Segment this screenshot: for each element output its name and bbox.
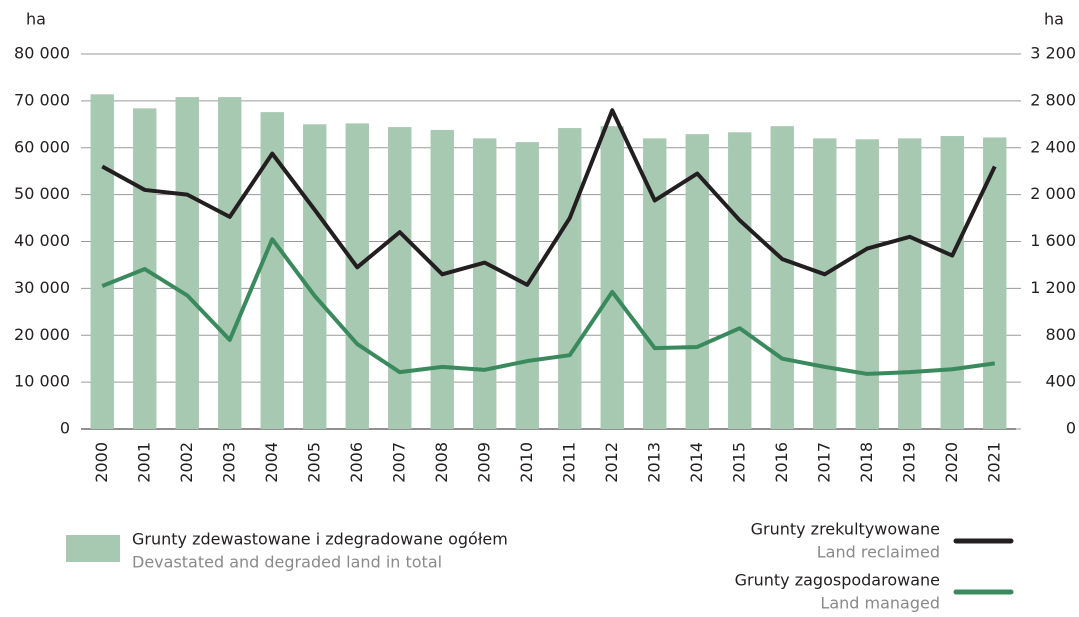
- legend-label: Grunty zagospodarowane: [735, 571, 940, 590]
- x-tick-label: 2003: [219, 442, 238, 483]
- x-tick-label: 2008: [432, 442, 451, 483]
- x-tick-label: 2020: [942, 442, 961, 483]
- x-tick-label: 2016: [772, 442, 791, 483]
- line: [101, 108, 997, 287]
- x-tick-label: 2007: [389, 442, 408, 483]
- y2-tick-label: 2 000: [1030, 184, 1076, 203]
- x-tick-label: 2014: [687, 442, 706, 483]
- bar: [218, 97, 242, 429]
- y2-tick-label: 1 200: [1030, 278, 1076, 297]
- bar: [855, 139, 879, 429]
- x-tick-label: 2021: [984, 442, 1003, 483]
- bar: [303, 124, 327, 429]
- y2-tick-label: 3 200: [1030, 44, 1076, 63]
- y2-tick-label: 800: [1045, 325, 1076, 344]
- x-tick-label: 2002: [177, 442, 196, 483]
- legend-label: Grunty zdewastowane i zdegradowane ogółe…: [132, 530, 508, 549]
- y-tick-label: 40 000: [14, 231, 70, 250]
- x-tick-label: 2001: [134, 442, 153, 483]
- y-axis-unit: ha: [26, 10, 46, 29]
- x-tick-label: 2012: [602, 442, 621, 483]
- bar: [345, 123, 369, 429]
- y-tick-label: 20 000: [14, 325, 70, 344]
- y-tick-label: 80 000: [14, 44, 70, 63]
- x-tick-label: 2013: [644, 442, 663, 483]
- bar: [898, 138, 922, 429]
- x-tick-label: 2006: [347, 442, 366, 483]
- y2-tick-label: 400: [1045, 372, 1076, 391]
- legend-label-en: Land managed: [820, 594, 940, 613]
- y-tick-label: 60 000: [14, 137, 70, 156]
- legend-swatch: [66, 535, 120, 562]
- y2-tick-label: 0: [1066, 419, 1076, 438]
- bar: [558, 128, 582, 429]
- bar: [685, 134, 709, 429]
- y-tick-label: 10 000: [14, 372, 70, 391]
- legend-label-en: Devastated and degraded land in total: [132, 553, 442, 572]
- bar: [175, 97, 199, 429]
- bar: [983, 137, 1007, 429]
- x-tick-label: 2015: [729, 442, 748, 483]
- bar: [430, 129, 454, 429]
- y-tick-label: 0: [60, 419, 70, 438]
- x-tick-label: 2010: [517, 442, 536, 483]
- bar: [260, 112, 284, 429]
- bar: [600, 126, 624, 429]
- y2-tick-label: 2 800: [1030, 90, 1076, 109]
- x-tick-label: 2009: [474, 442, 493, 483]
- bar: [728, 132, 752, 429]
- y-tick-label: 50 000: [14, 184, 70, 203]
- y2-axis-unit: ha: [1044, 10, 1064, 29]
- y2-tick-label: 1 600: [1030, 231, 1076, 250]
- bar: [473, 138, 497, 429]
- y-tick-label: 30 000: [14, 278, 70, 297]
- bar: [90, 94, 114, 429]
- x-tick-label: 2017: [814, 442, 833, 483]
- x-tick-label: 2018: [857, 442, 876, 483]
- x-tick-label: 2000: [92, 442, 111, 483]
- bar: [940, 136, 964, 429]
- y2-tick-label: 2 400: [1030, 137, 1076, 156]
- y-tick-label: 70 000: [14, 90, 70, 109]
- bar: [388, 127, 412, 429]
- bar: [643, 138, 667, 429]
- x-tick-label: 2011: [559, 442, 578, 483]
- bar: [813, 138, 837, 429]
- bar: [770, 126, 794, 429]
- x-tick-label: 2004: [262, 442, 281, 483]
- legend-label-en: Land reclaimed: [817, 543, 940, 562]
- x-tick-label: 2005: [304, 442, 323, 483]
- x-tick-label: 2019: [899, 442, 918, 483]
- line: [101, 237, 996, 376]
- legend-label: Grunty zrekultywowane: [751, 520, 940, 539]
